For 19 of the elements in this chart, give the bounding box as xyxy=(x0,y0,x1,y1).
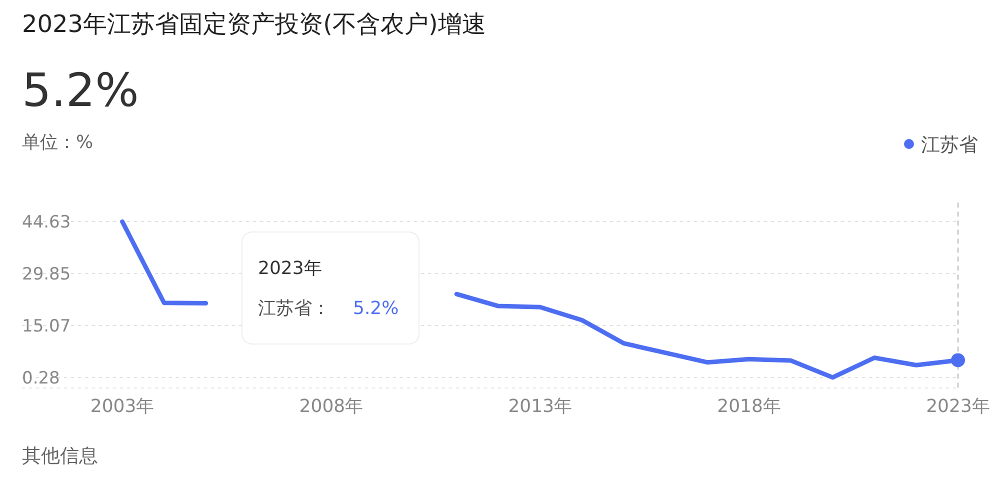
chart-subtitle: 5.2% xyxy=(22,63,139,117)
y-tick-label: 44.63 xyxy=(22,212,71,232)
annotation: 江苏省： xyxy=(258,298,330,319)
y-tick-label: 29.85 xyxy=(22,264,71,284)
annotation: 5.2% xyxy=(353,298,399,319)
x-tick-label: 2003年 xyxy=(90,396,154,417)
chart-title: 2023年江苏省固定资产投资(不含农户)增速 xyxy=(22,10,486,38)
y-axis-title: 单位：% xyxy=(22,132,94,153)
text: 其他信息 xyxy=(22,445,98,467)
annotation: 2023年 xyxy=(258,258,322,279)
tooltip: 2023年 江苏省： 5.2% xyxy=(242,232,420,344)
legend-label: 江苏省 xyxy=(921,134,978,156)
x-tick-label: 2023年 xyxy=(926,396,990,417)
x-tick-label: 2008年 xyxy=(299,396,364,417)
legend: 江苏省 xyxy=(904,134,978,156)
x-tick-label: 2013年 xyxy=(508,396,572,417)
x-tick-label: 2018年 xyxy=(717,396,781,417)
y-tick-label: 15.07 xyxy=(22,316,71,336)
y-tick-label: 0.28 xyxy=(22,368,60,389)
